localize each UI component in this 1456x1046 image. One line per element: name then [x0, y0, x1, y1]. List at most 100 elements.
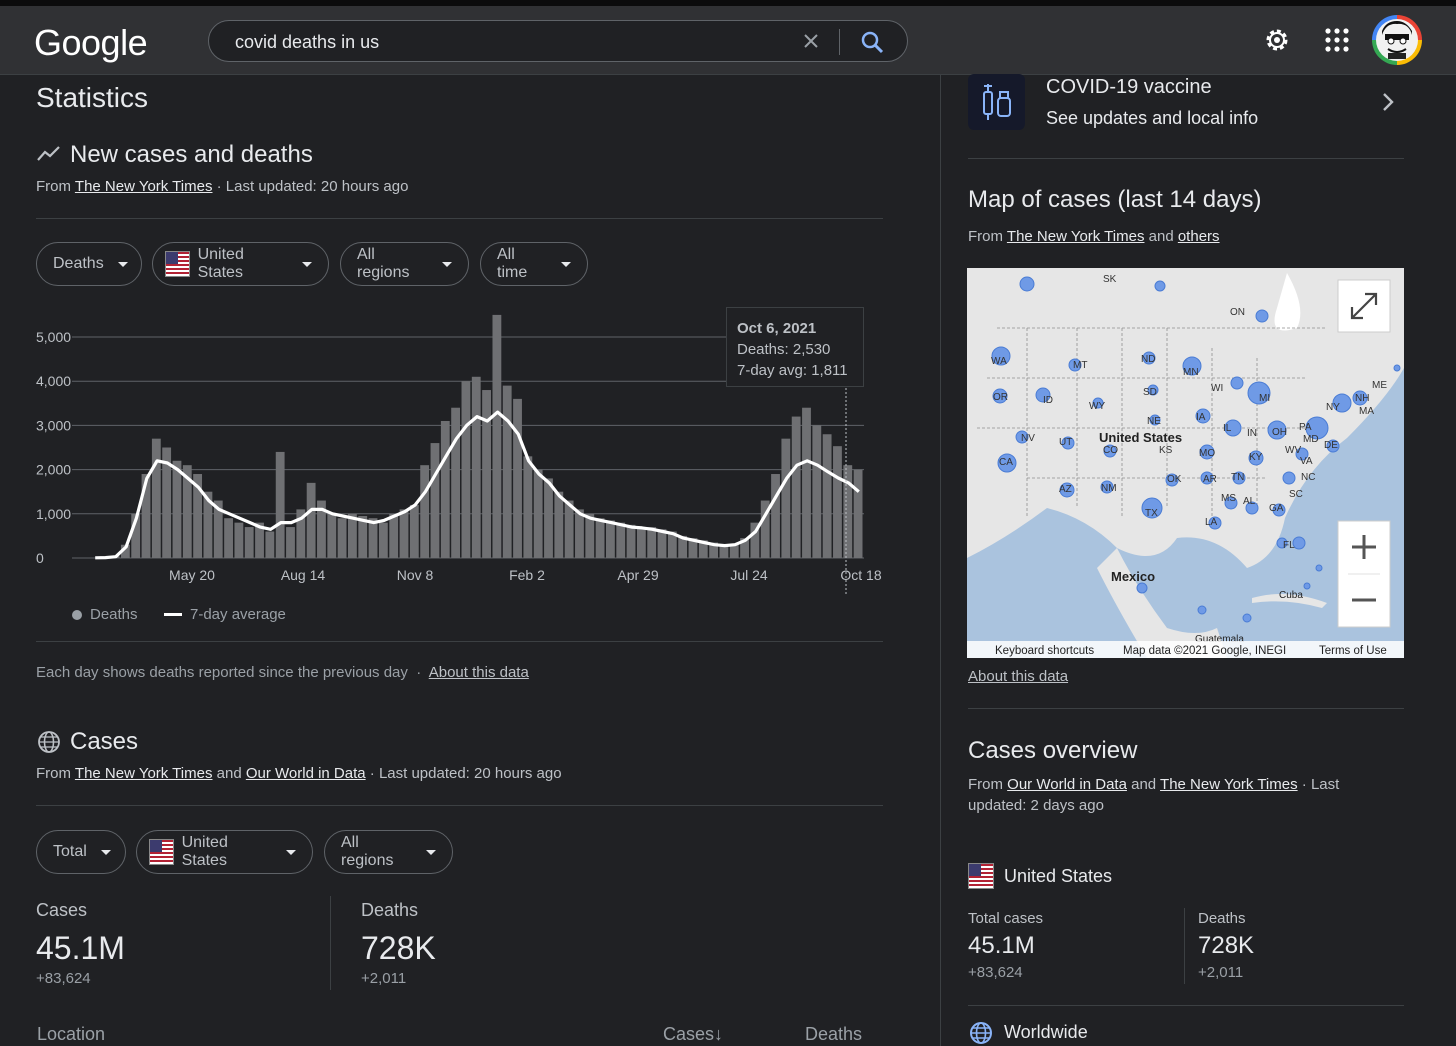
deaths-chart[interactable]: 5,000 4,000 3,000 2,000 1,000 0 May 20 Aug 14 No…	[0, 300, 940, 600]
state-label-la: LA	[1205, 517, 1218, 528]
about-data-link[interactable]: About this data	[968, 668, 1069, 685]
legend-label: Deaths	[90, 606, 138, 623]
fullscreen-button[interactable]	[1337, 279, 1391, 333]
source-link-nyt[interactable]: The New York Times	[74, 765, 213, 782]
vaccine-icon[interactable]	[968, 74, 1025, 130]
deaths-bar	[678, 535, 688, 558]
state-label-ok: OK	[1167, 474, 1182, 485]
col-cases[interactable]: Cases↓	[663, 1024, 723, 1045]
search-icon[interactable]	[859, 29, 885, 55]
source-link-owid[interactable]: Our World in Data	[245, 765, 366, 782]
vaccine-title[interactable]: COVID-19 vaccine	[1046, 76, 1212, 98]
overview-country[interactable]: United States	[1004, 866, 1113, 886]
state-label-id: ID	[1043, 395, 1053, 406]
legend-dot-icon	[72, 609, 82, 620]
divider	[36, 805, 883, 806]
filter-label: Total	[53, 843, 87, 860]
source-prefix: From	[968, 228, 1003, 245]
search-box[interactable]: covid deaths in us	[208, 20, 908, 62]
deaths-bar	[750, 522, 760, 558]
search-input[interactable]: covid deaths in us	[235, 32, 380, 52]
gear-icon[interactable]	[1262, 25, 1292, 55]
zoom-controls[interactable]	[1337, 520, 1391, 628]
average-line	[95, 410, 860, 560]
keyboard-shortcuts-link[interactable]: Keyboard shortcuts	[995, 645, 1094, 657]
y-tick-label: 2,000	[36, 462, 71, 478]
us-flag-icon	[165, 251, 190, 277]
deaths-bar	[822, 434, 832, 558]
window-top-strip	[0, 0, 1456, 6]
state-label-wi: WI	[1211, 383, 1223, 394]
filter-region[interactable]: All regions	[324, 830, 453, 874]
apps-grid-icon[interactable]	[1322, 25, 1352, 55]
source-link-nyt[interactable]: The New York Times	[74, 178, 213, 195]
state-label-pa: PA	[1299, 422, 1312, 433]
source-link-owid[interactable]: Our World in Data	[1007, 776, 1127, 793]
caret-down-icon	[442, 261, 452, 267]
state-label-sc: SC	[1289, 489, 1303, 500]
deaths-bar	[141, 474, 151, 558]
clear-icon[interactable]	[799, 29, 823, 53]
deaths-bar	[317, 500, 326, 558]
deaths-bar	[626, 524, 636, 558]
page-title: Statistics	[36, 82, 149, 113]
about-data-link[interactable]: About this data	[428, 664, 529, 681]
map-title: Map of cases (last 14 days)	[968, 186, 1262, 213]
account-avatar[interactable]	[1372, 15, 1422, 65]
source-link-others[interactable]: others	[1177, 228, 1220, 245]
state-label-nm: NM	[1101, 483, 1117, 494]
filter-country[interactable]: United States	[152, 242, 329, 286]
state-label-al: AL	[1243, 496, 1256, 507]
last-updated: · Last updated: 20 hours ago	[216, 178, 409, 195]
deaths-bar	[358, 516, 368, 558]
state-label-nc: NC	[1301, 472, 1315, 483]
vaccine-subtitle[interactable]: See updates and local info	[1046, 108, 1259, 128]
deaths-bar	[688, 538, 698, 558]
deaths-bar	[606, 520, 615, 558]
map-data-credit: Map data ©2021 Google, INEGI	[1123, 645, 1286, 657]
source-link-nyt[interactable]: The New York Times	[1160, 776, 1298, 793]
cuba-shape	[1252, 594, 1327, 608]
state-label-ca: CA	[999, 457, 1013, 468]
deaths-bar	[698, 540, 708, 558]
filter-country[interactable]: United States	[136, 830, 313, 874]
deaths-bar	[213, 500, 223, 558]
x-tick-label: Apr 29	[617, 567, 658, 583]
deaths-bar	[430, 443, 440, 558]
filter-time[interactable]: All time	[480, 242, 588, 286]
deaths-bar	[533, 469, 543, 558]
filter-total[interactable]: Total	[36, 830, 126, 874]
deaths-bar	[265, 531, 275, 558]
deaths-bar	[224, 518, 233, 558]
search-divider	[839, 29, 840, 55]
stat-divider	[330, 896, 331, 990]
state-label-nd: ND	[1141, 354, 1155, 365]
state-label-nh: NH	[1355, 393, 1369, 404]
overview-title: Cases overview	[968, 737, 1138, 764]
chevron-right-icon[interactable]	[1378, 90, 1398, 114]
deaths-bar	[575, 509, 584, 558]
divider	[968, 1005, 1404, 1006]
map-label-us: United States	[1099, 430, 1182, 445]
deaths-bar	[296, 509, 306, 558]
filter-region[interactable]: All regions	[340, 242, 469, 286]
state-label-tx: TX	[1145, 508, 1158, 519]
terms-link[interactable]: Terms of Use	[1319, 645, 1387, 657]
col-deaths[interactable]: Deaths	[805, 1024, 863, 1044]
legend-average: 7-day average	[164, 606, 286, 623]
source-link-nyt[interactable]: The New York Times	[1006, 228, 1145, 245]
caret-down-icon	[100, 849, 111, 855]
y-tick-label: 4,000	[36, 373, 71, 389]
deaths-bar	[523, 456, 533, 558]
col-location[interactable]: Location	[37, 1024, 106, 1044]
deaths-bar	[709, 542, 719, 558]
worldwide-label[interactable]: Worldwide	[1004, 1022, 1088, 1042]
deaths-bar	[719, 544, 729, 558]
map-canvas[interactable]: SK ON WA MT ND MN OR ID SD WY WI MI NE IA NV UT CO KS MO IL…	[967, 268, 1404, 658]
caret-down-icon	[117, 261, 128, 267]
cases-map[interactable]: SK ON WA MT ND MN OR ID SD WY WI MI NE IA NV UT CO KS MO IL…	[967, 268, 1404, 658]
filter-metric[interactable]: Deaths	[36, 242, 142, 286]
deaths-bar	[636, 527, 646, 558]
map-footer-bar	[967, 641, 1404, 658]
google-logo[interactable]: Google	[34, 22, 148, 63]
